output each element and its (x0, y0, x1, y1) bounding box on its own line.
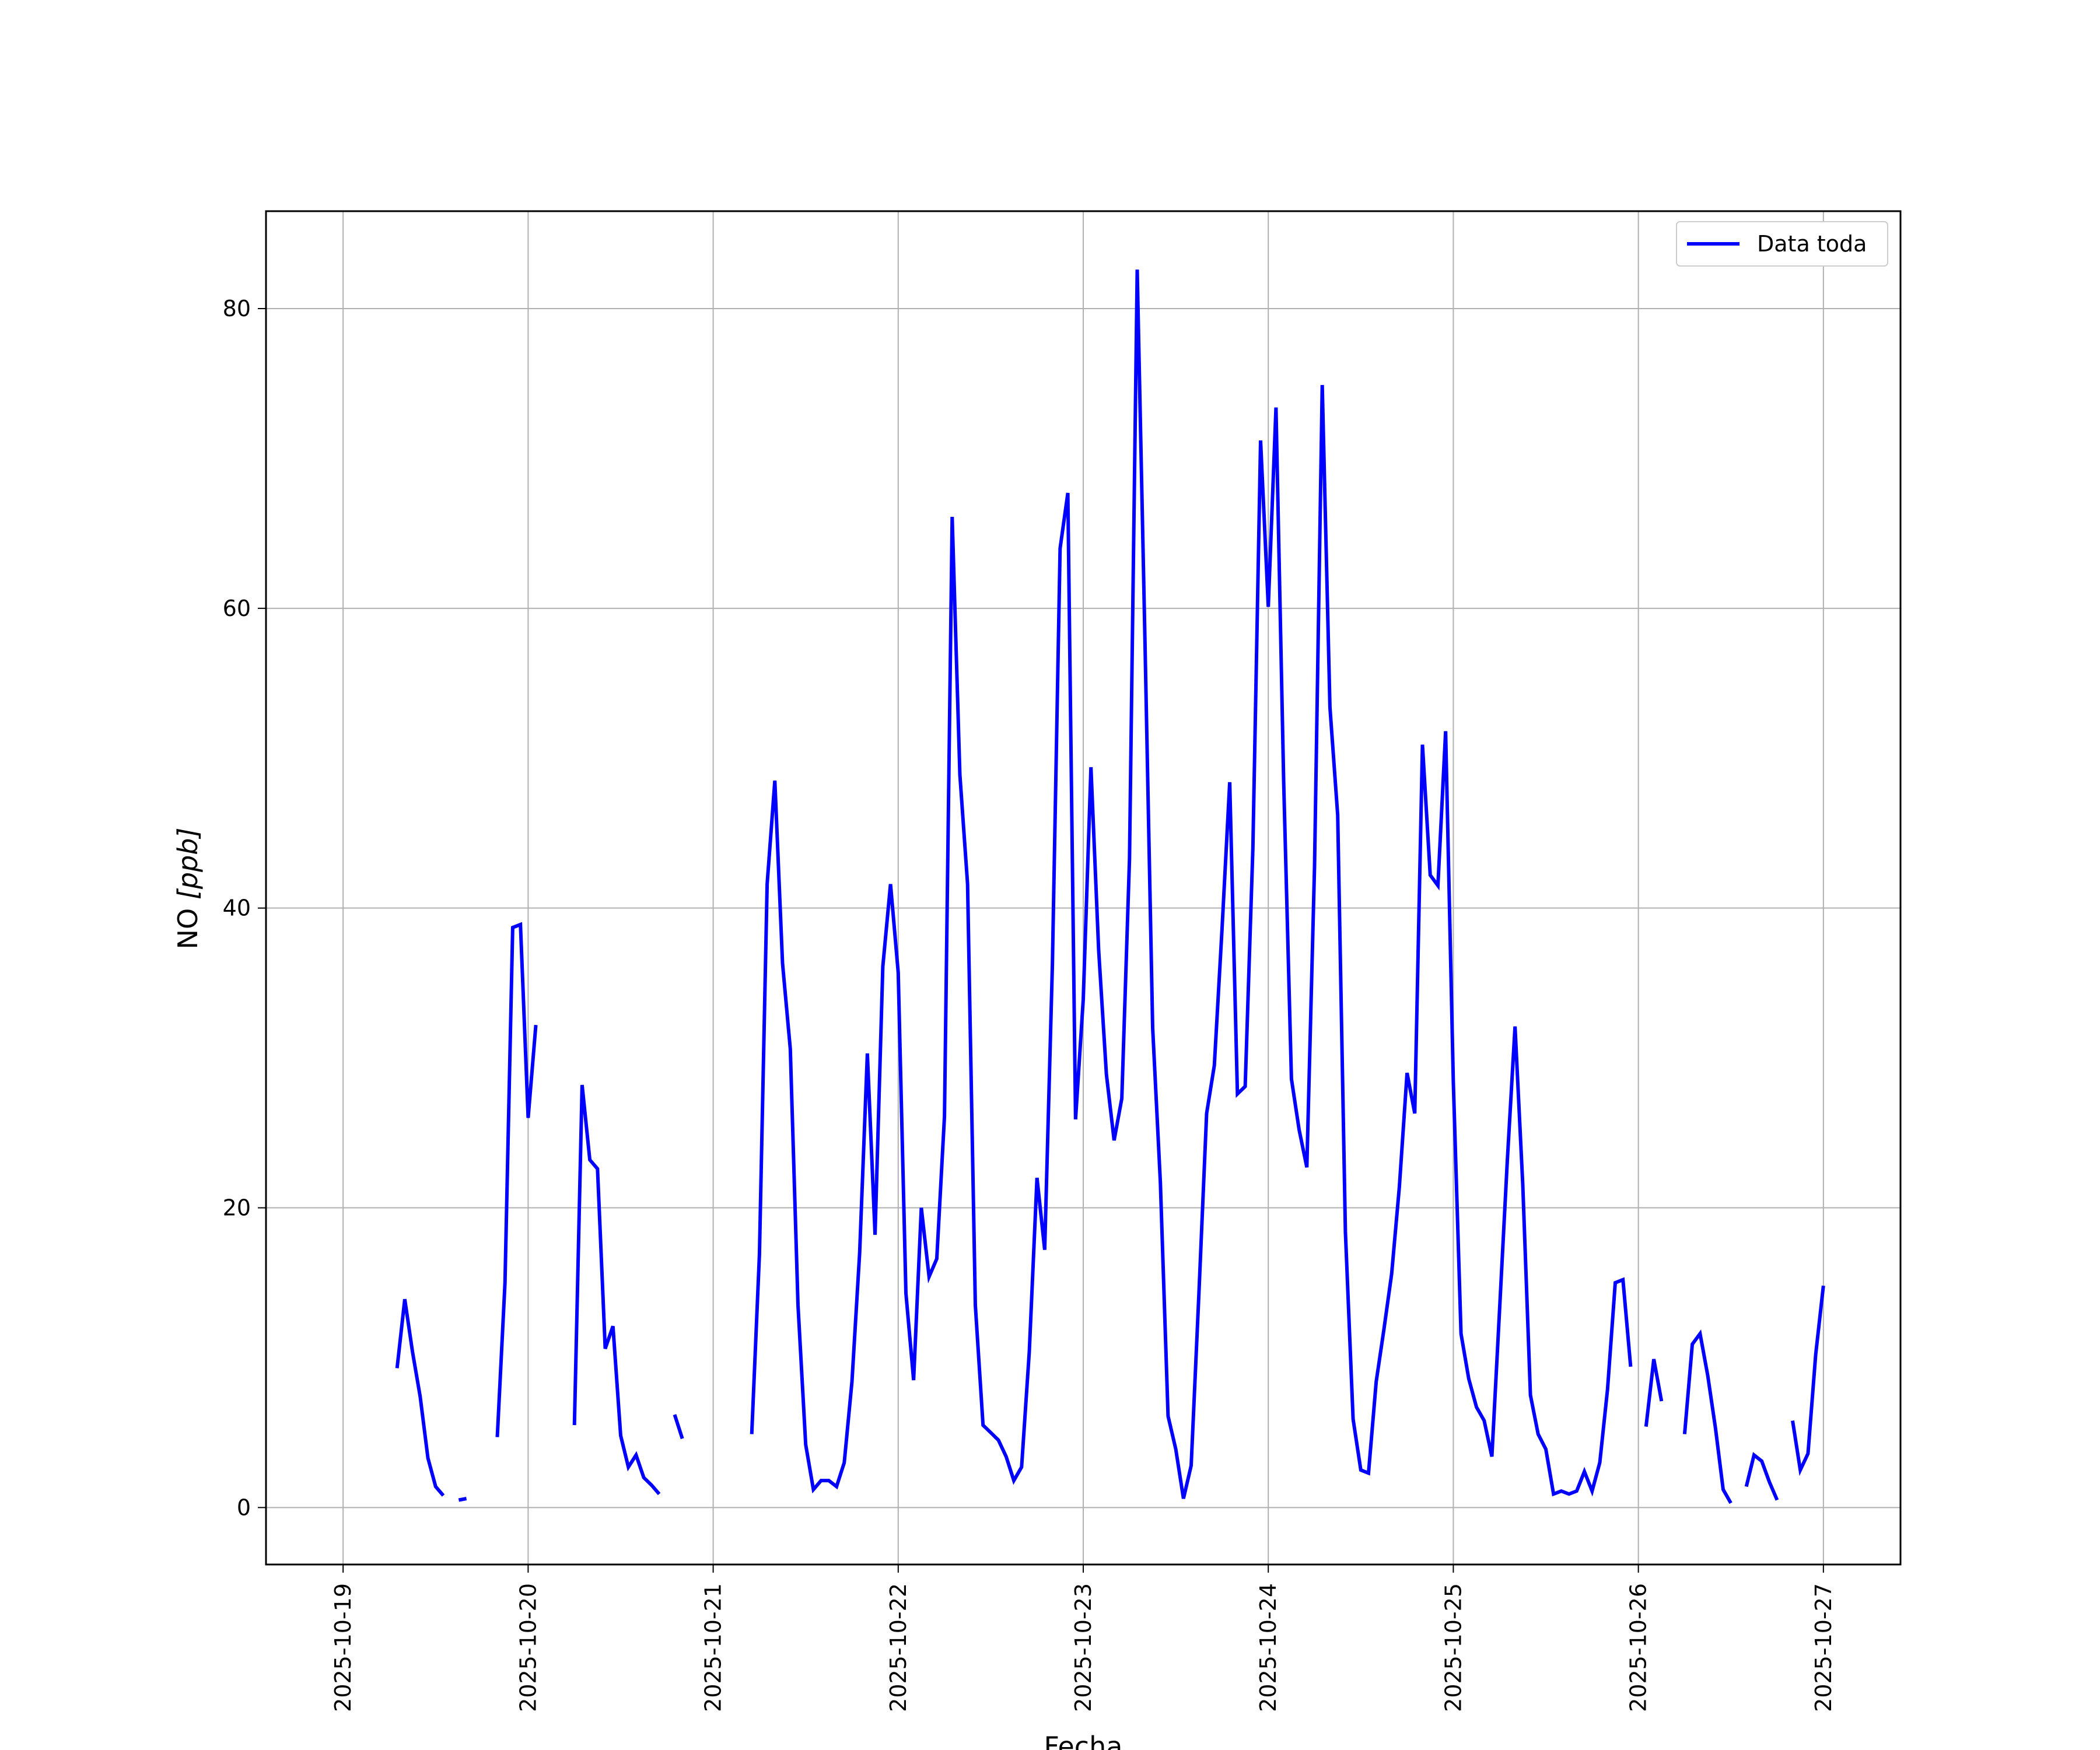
series-line-segment (1791, 1285, 1825, 1476)
legend-box (1676, 221, 1888, 267)
y-tick-label: 60 (223, 596, 251, 621)
y-axis-title-unit: [ppb] (172, 828, 204, 900)
x-tick-label: 2025-10-24 (1255, 1583, 1281, 1712)
series-line-segment (1744, 1452, 1779, 1501)
series-line-segment (673, 1414, 684, 1440)
series-layer (395, 270, 1825, 1504)
series-line-segment (1682, 1329, 1732, 1504)
x-tick-label: 2025-10-23 (1070, 1583, 1096, 1712)
series-line-segment (750, 270, 1633, 1499)
y-tick-label: 40 (223, 895, 251, 921)
legend[interactable]: Data toda (1676, 221, 1888, 267)
x-tick-label: 2025-10-25 (1440, 1583, 1466, 1712)
x-tick-label: 2025-10-20 (515, 1583, 541, 1712)
series-line-segment (572, 1084, 661, 1496)
x-tick-label: 2025-10-22 (886, 1583, 911, 1712)
grid (266, 211, 1901, 1564)
x-axis-title: Fecha (1044, 1731, 1123, 1750)
x-tick-label: 2025-10-26 (1626, 1583, 1651, 1712)
x-tick-label: 2025-10-27 (1811, 1583, 1836, 1712)
x-tick-label: 2025-10-21 (701, 1583, 726, 1712)
y-tick-label: 0 (237, 1494, 251, 1520)
series-line-segment (495, 922, 538, 1437)
y-tick-label: 80 (223, 296, 251, 321)
y-axis-title-main: NO (172, 900, 204, 949)
x-tick-label: 2025-10-19 (330, 1583, 356, 1712)
series-line-segment (458, 1497, 467, 1502)
legend-label-data-toda: Data toda (1757, 231, 1867, 257)
series-line-segment (1644, 1359, 1664, 1427)
ticks: 2025-10-19 2025-10-20 2025-10-21 2025-10-22… (223, 296, 1836, 1712)
y-tick-label: 20 (223, 1195, 251, 1221)
y-axis-title: NO [ppb] (172, 828, 204, 950)
series-line-segment (395, 1298, 445, 1497)
